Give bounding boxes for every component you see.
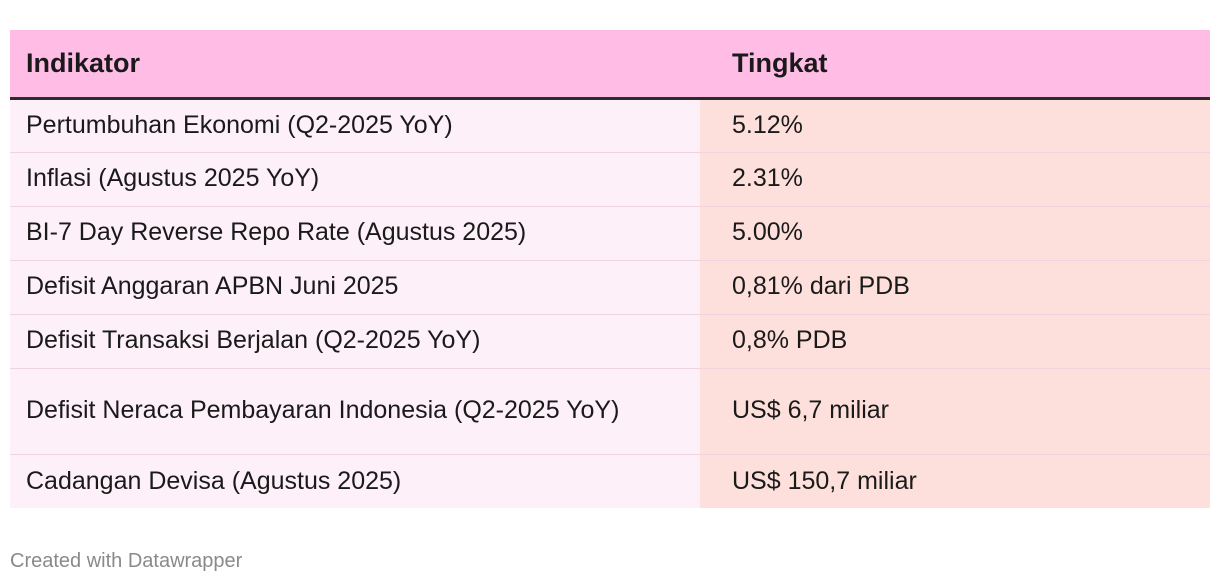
cell-tingkat: 0,8% PDB <box>700 314 1210 369</box>
cell-tingkat: 0,81% dari PDB <box>700 260 1210 315</box>
table-row: Pertumbuhan Ekonomi (Q2-2025 YoY) 5.12% <box>10 98 1210 153</box>
cell-tingkat: US$ 6,7 miliar <box>700 368 1210 455</box>
cell-indikator: Pertumbuhan Ekonomi (Q2-2025 YoY) <box>10 98 700 153</box>
table-row: Inflasi (Agustus 2025 YoY) 2.31% <box>10 152 1210 207</box>
cell-indikator: Inflasi (Agustus 2025 YoY) <box>10 152 700 207</box>
header-tingkat[interactable]: Tingkat <box>700 30 1210 100</box>
cell-tingkat: 5.12% <box>700 98 1210 153</box>
table-row: Cadangan Devisa (Agustus 2025) US$ 150,7… <box>10 454 1210 508</box>
cell-tingkat: 2.31% <box>700 152 1210 207</box>
table-row: Defisit Anggaran APBN Juni 2025 0,81% da… <box>10 260 1210 315</box>
table-row: BI-7 Day Reverse Repo Rate (Agustus 2025… <box>10 206 1210 261</box>
table-row: Defisit Neraca Pembayaran Indonesia (Q2-… <box>10 368 1210 455</box>
data-table-container: Indikator Tingkat Pertumbuhan Ekonomi (Q… <box>10 30 1210 508</box>
cell-tingkat: 5.00% <box>700 206 1210 261</box>
cell-indikator: Cadangan Devisa (Agustus 2025) <box>10 454 700 508</box>
indicator-table: Indikator Tingkat Pertumbuhan Ekonomi (Q… <box>10 30 1210 508</box>
cell-indikator: Defisit Transaksi Berjalan (Q2-2025 YoY) <box>10 314 700 369</box>
cell-indikator: BI-7 Day Reverse Repo Rate (Agustus 2025… <box>10 206 700 261</box>
datawrapper-credit[interactable]: Created with Datawrapper <box>10 550 243 572</box>
header-indikator[interactable]: Indikator <box>10 30 700 100</box>
cell-indikator: Defisit Anggaran APBN Juni 2025 <box>10 260 700 315</box>
cell-indikator: Defisit Neraca Pembayaran Indonesia (Q2-… <box>10 368 700 455</box>
cell-tingkat: US$ 150,7 miliar <box>700 454 1210 508</box>
table-header-row: Indikator Tingkat <box>10 30 1210 100</box>
table-row: Defisit Transaksi Berjalan (Q2-2025 YoY)… <box>10 314 1210 369</box>
